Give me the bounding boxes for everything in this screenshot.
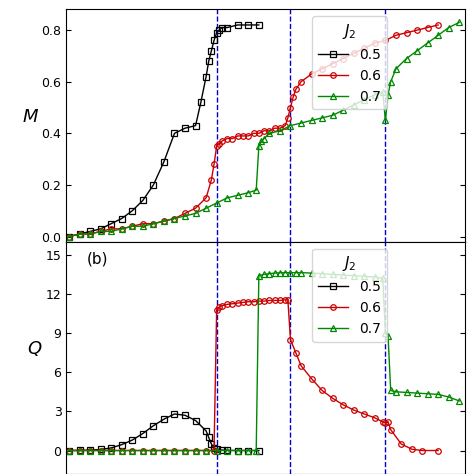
Legend: 0.5, 0.6, 0.7: 0.5, 0.6, 0.7 xyxy=(312,17,387,109)
Y-axis label: Q: Q xyxy=(27,340,42,358)
Y-axis label: M: M xyxy=(23,108,38,126)
Legend: 0.5, 0.6, 0.7: 0.5, 0.6, 0.7 xyxy=(312,249,387,342)
Text: (b): (b) xyxy=(86,251,108,266)
